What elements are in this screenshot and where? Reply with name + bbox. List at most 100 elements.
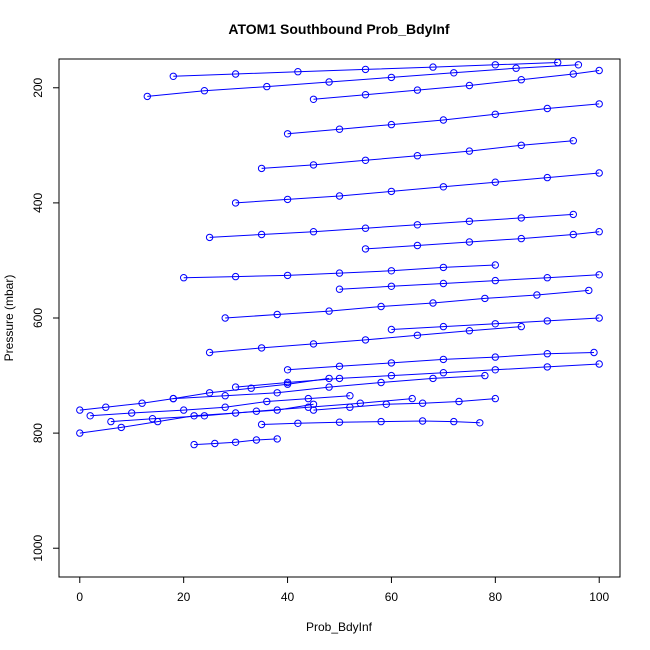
data-point [325, 374, 333, 383]
data-point [455, 397, 463, 406]
data-point [465, 238, 474, 246]
data-point [439, 369, 448, 377]
data-point [294, 419, 302, 427]
data-point [257, 230, 266, 239]
series-line [90, 395, 350, 417]
data-point [439, 355, 448, 364]
series-22 [309, 394, 499, 414]
data-point [595, 271, 603, 279]
data-point [517, 234, 525, 243]
series-17 [143, 61, 583, 101]
data-point [595, 228, 603, 236]
data-point [517, 322, 525, 331]
data-point [138, 399, 146, 407]
data-point [263, 397, 271, 406]
y-tick-label: 600 [31, 308, 45, 328]
data-point [408, 394, 416, 403]
data-point [76, 429, 84, 437]
series-11 [180, 261, 499, 282]
data-point [533, 291, 541, 299]
data-point [543, 363, 551, 371]
data-point [481, 371, 489, 380]
data-point [148, 415, 157, 423]
data-point [273, 389, 281, 397]
x-tick-label: 80 [489, 590, 503, 604]
data-point [543, 274, 551, 282]
data-point [325, 383, 333, 391]
data-point [439, 183, 448, 191]
data-point [413, 86, 422, 94]
data-point [491, 366, 499, 374]
data-point [247, 384, 255, 392]
series-6 [169, 371, 489, 403]
data-point [231, 383, 240, 391]
data-point [543, 350, 551, 358]
data-point [309, 406, 318, 414]
data-point [450, 417, 458, 426]
data-point [476, 419, 484, 427]
plot-area [76, 59, 603, 449]
series-14 [257, 137, 577, 173]
data-point [439, 322, 448, 331]
series-10 [221, 286, 593, 322]
data-point [543, 173, 551, 182]
data-point [252, 436, 261, 444]
x-axis-label: Prob_BdyInf [306, 620, 373, 634]
data-point [439, 116, 448, 124]
data-point [200, 412, 209, 420]
data-point [387, 325, 396, 334]
data-point [221, 314, 229, 322]
data-point [231, 272, 240, 281]
data-point [335, 418, 344, 426]
x-tick-label: 100 [589, 590, 609, 604]
data-point [102, 403, 110, 411]
data-point [211, 439, 219, 448]
data-point [569, 210, 577, 219]
series-line [261, 420, 480, 425]
y-tick-label: 400 [31, 193, 45, 213]
series-line [391, 317, 600, 330]
series-20 [361, 228, 603, 253]
y-tick-label: 200 [31, 77, 45, 97]
series-line [313, 398, 496, 411]
data-point [361, 245, 370, 253]
series-8 [283, 348, 598, 374]
data-point [361, 336, 370, 344]
data-point [517, 76, 525, 84]
data-point [335, 362, 344, 370]
data-point [387, 73, 396, 82]
data-point [335, 269, 344, 277]
data-point [413, 221, 422, 229]
series-line [209, 213, 574, 238]
data-point [387, 120, 396, 129]
data-point [128, 409, 136, 417]
series-line [79, 403, 314, 434]
series-13 [231, 169, 603, 207]
series-2 [86, 392, 354, 420]
data-point [439, 263, 448, 272]
series-line [173, 62, 558, 77]
data-point [569, 70, 577, 78]
data-point [304, 394, 312, 403]
data-point [429, 374, 437, 383]
series-line [261, 140, 574, 169]
x-tick-label: 20 [177, 590, 191, 604]
data-point [574, 61, 583, 69]
series-9 [205, 322, 525, 357]
data-point [361, 65, 370, 74]
data-point [180, 274, 188, 282]
data-point [377, 378, 385, 387]
data-point [205, 389, 214, 397]
series-line [235, 172, 600, 204]
data-point [554, 59, 562, 67]
data-point [283, 195, 292, 204]
data-point [252, 407, 261, 415]
x-tick-label: 60 [385, 590, 399, 604]
data-point [429, 299, 437, 307]
data-point [569, 230, 577, 239]
data-point [387, 187, 396, 196]
series-line [287, 352, 595, 371]
y-tick-label: 800 [31, 423, 45, 443]
data-point [263, 82, 271, 91]
y-tick-label: 1000 [31, 535, 45, 562]
